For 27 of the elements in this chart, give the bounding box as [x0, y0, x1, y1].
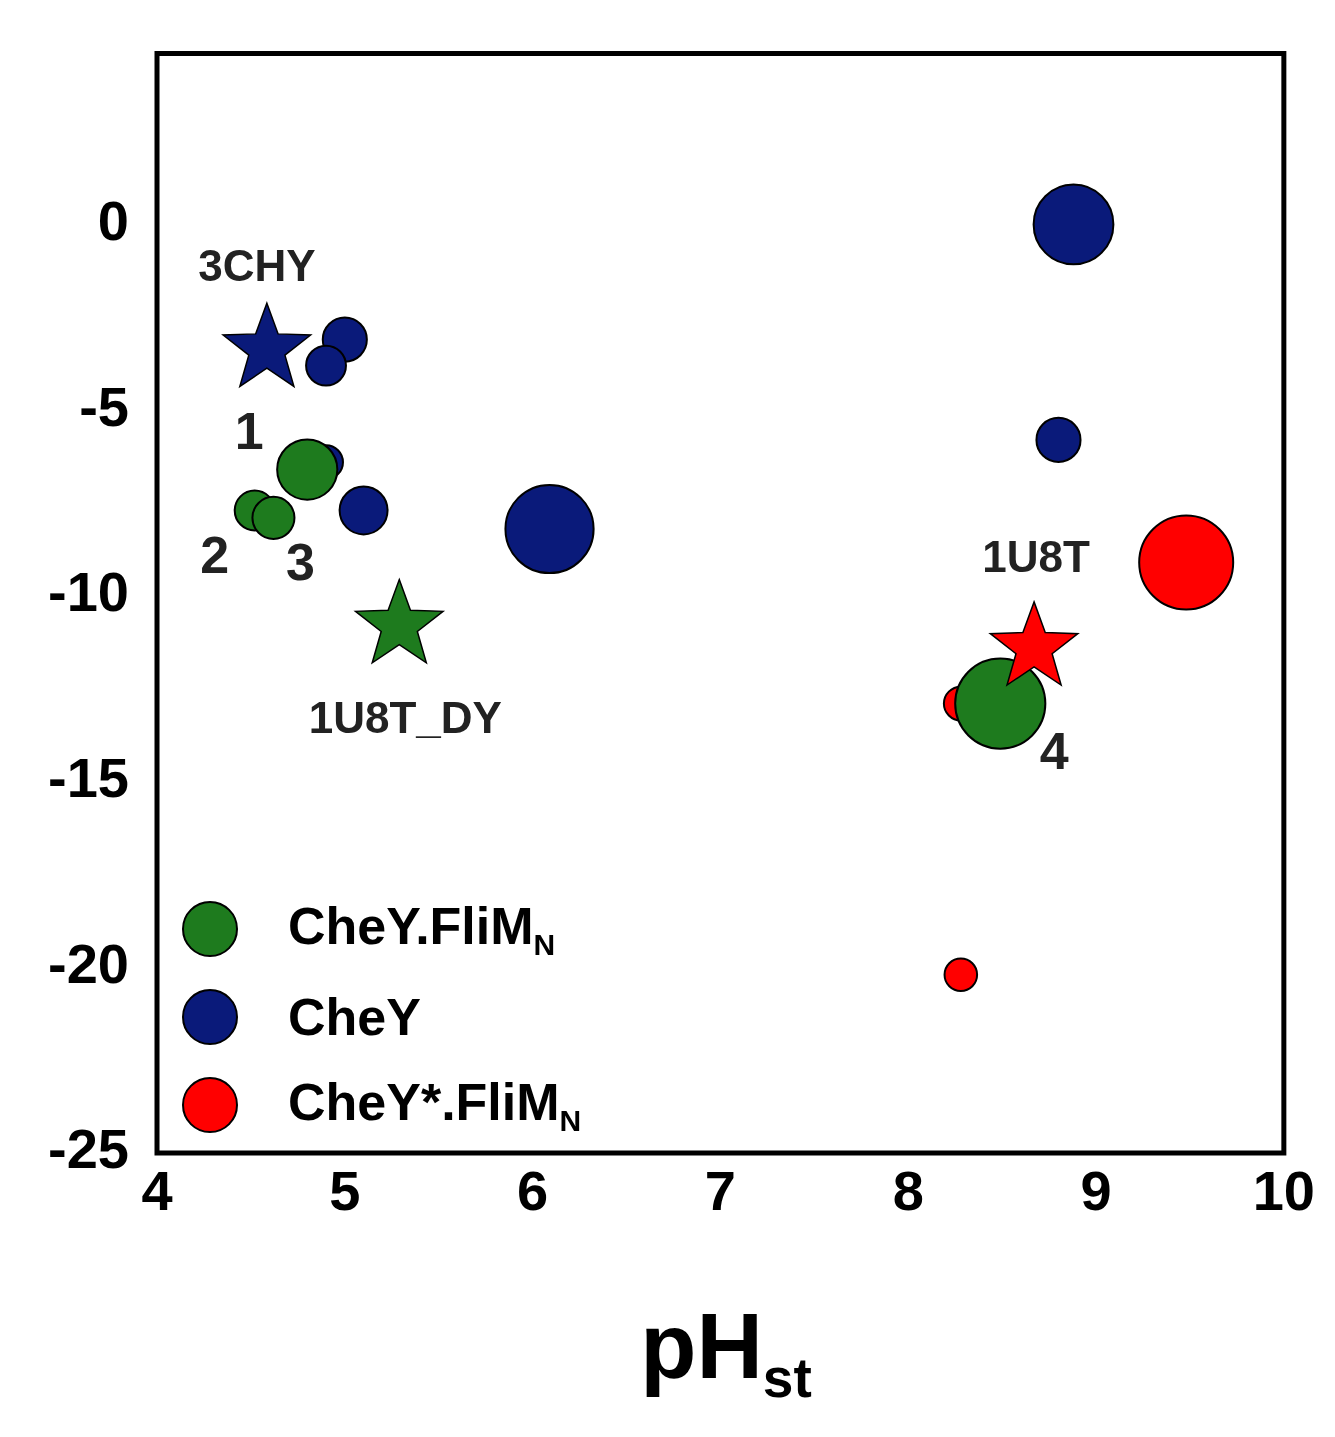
x-tick-label: 6 [517, 1159, 549, 1223]
y-tick-label: 0 [97, 188, 129, 252]
annotation: 1 [234, 401, 264, 460]
y-tick-label: -20 [48, 931, 129, 995]
annotation: 2 [200, 525, 230, 584]
legend-label: CheY*.FliM$_{N}$ [288, 1071, 582, 1139]
y-tick-label: -25 [48, 1117, 129, 1181]
legend-label: CheY.FliM$_{N}$ [288, 895, 556, 963]
x-tick-label: 8 [892, 1159, 924, 1223]
annotation: 3CHY [198, 241, 316, 291]
annotation: 3 [285, 533, 315, 592]
x-tick-label: 5 [329, 1159, 361, 1223]
x-axis-title: pH$_{st}$ [639, 1295, 813, 1410]
point [354, 578, 444, 664]
x-tick-label: 4 [141, 1159, 173, 1223]
annotation: 1U8T_DY [308, 692, 502, 742]
x-tick-label: 9 [1080, 1159, 1112, 1223]
y-tick-label: -10 [48, 560, 129, 624]
x-tick-label: 10 [1252, 1159, 1315, 1223]
point [222, 302, 312, 388]
legend-label: CheY [288, 987, 421, 1047]
y-tick-label: -5 [79, 374, 129, 438]
x-tick-label: 7 [704, 1159, 737, 1223]
y-tick-label: -15 [48, 746, 129, 810]
annotation: 1U8T [982, 532, 1090, 582]
point [989, 601, 1079, 686]
annotation: 4 [1039, 721, 1069, 780]
